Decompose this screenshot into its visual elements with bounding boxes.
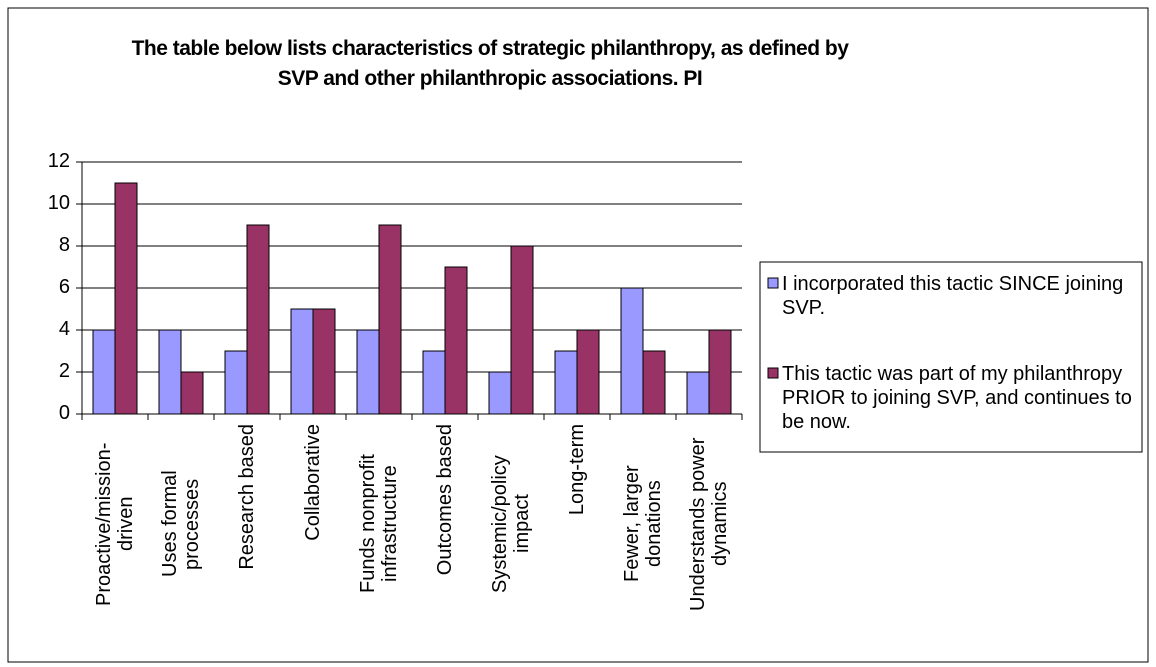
bar (510, 245, 534, 415)
x-tick-label: Systemic/policy impact (489, 455, 533, 593)
x-tick-label: Proactive/mission-driven (93, 442, 137, 606)
bar (312, 308, 336, 415)
x-tick-label: Fewer, larger donations (621, 465, 665, 583)
bar (92, 329, 116, 415)
bar (290, 308, 314, 415)
y-tick-label: 6 (58, 276, 70, 298)
y-tick-label: 2 (58, 360, 70, 382)
bar (114, 182, 138, 415)
legend-label: This tactic was part of my philanthropy … (782, 363, 1132, 433)
bar (642, 350, 666, 415)
x-tick-label: Collaborative (302, 424, 324, 541)
x-tick-label: Long-term (566, 424, 588, 516)
bar (620, 287, 644, 415)
bar (158, 329, 182, 415)
y-tick-label: 4 (58, 318, 70, 340)
y-tick-label: 0 (58, 402, 70, 424)
x-tick-label: Research based (236, 424, 258, 570)
bar (554, 350, 578, 415)
bar (356, 329, 380, 415)
bar (378, 224, 402, 415)
bar (422, 350, 446, 415)
bar (686, 371, 710, 415)
legend-label: I incorporated this tactic SINCE joining… (782, 273, 1124, 319)
legend-box (759, 261, 1143, 453)
y-tick-label: 12 (47, 150, 70, 172)
x-tick-label: Uses formal processes (159, 470, 203, 578)
bar (488, 371, 512, 415)
y-tick-label: 8 (58, 234, 70, 256)
chart-title: The table below lists characteristics of… (131, 37, 849, 90)
legend-swatch (767, 367, 779, 379)
bar (708, 329, 732, 415)
x-tick-label: Outcomes based (434, 424, 456, 576)
bar (246, 224, 270, 415)
y-tick-label: 10 (47, 192, 70, 214)
x-tick-label: Understands power dynamics (687, 437, 731, 611)
legend-swatch (767, 277, 779, 289)
bar (576, 329, 600, 415)
bar (224, 350, 248, 415)
x-tick-label: Funds nonprofit infrastructure (357, 454, 401, 594)
bar (444, 266, 468, 415)
bar (180, 371, 204, 415)
